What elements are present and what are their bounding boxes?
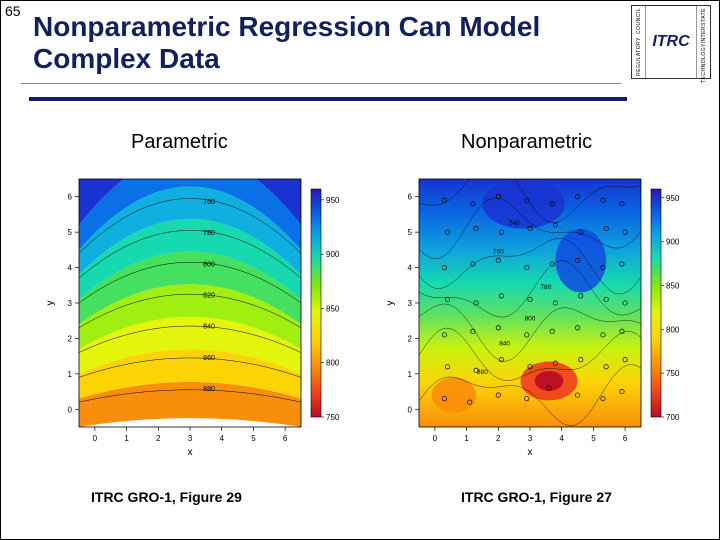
svg-text:2: 2 <box>408 334 413 343</box>
svg-text:880: 880 <box>203 386 215 393</box>
logo-right-labels: INTERSTATE TECHNOLOGY <box>696 6 710 78</box>
logo-main: ITRC <box>646 6 696 78</box>
svg-text:700: 700 <box>666 413 680 422</box>
svg-text:900: 900 <box>326 250 340 259</box>
svg-text:3: 3 <box>188 434 193 443</box>
svg-text:2: 2 <box>496 434 501 443</box>
svg-text:6: 6 <box>283 434 288 443</box>
svg-text:5: 5 <box>68 228 73 237</box>
svg-text:x: x <box>188 447 193 458</box>
svg-text:2: 2 <box>156 434 161 443</box>
logo-text: ITRC <box>652 33 689 51</box>
svg-text:1: 1 <box>124 434 129 443</box>
svg-text:4: 4 <box>408 264 413 273</box>
subtitle-parametric: Parametric <box>131 131 228 154</box>
title-rule-thick <box>29 97 627 101</box>
svg-text:780: 780 <box>203 230 215 237</box>
svg-text:780: 780 <box>540 284 551 291</box>
svg-text:800: 800 <box>326 359 340 368</box>
logo-left-labels: COUNCIL REGULATORY <box>632 6 646 78</box>
svg-text:840: 840 <box>499 341 510 348</box>
svg-text:0: 0 <box>68 405 73 414</box>
svg-text:x: x <box>528 447 533 458</box>
svg-text:840: 840 <box>203 324 215 331</box>
svg-text:860: 860 <box>203 355 215 362</box>
svg-text:0: 0 <box>93 434 98 443</box>
svg-text:y: y <box>385 301 396 306</box>
svg-text:4: 4 <box>559 434 564 443</box>
svg-text:1: 1 <box>464 434 469 443</box>
slide-number: 65 <box>5 3 21 19</box>
parametric-plot: 880 860 840 820 800 780 760 0 1 2 3 4 5 6 0 1 2 3 4 5 6 x y 750… <box>41 171 351 461</box>
svg-text:2: 2 <box>68 334 73 343</box>
caption-left: ITRC GRO-1, Figure 29 <box>91 489 242 505</box>
svg-text:3: 3 <box>408 299 413 308</box>
svg-text:4: 4 <box>68 264 73 273</box>
svg-text:760: 760 <box>493 248 504 255</box>
svg-text:5: 5 <box>408 228 413 237</box>
svg-text:3: 3 <box>528 434 533 443</box>
svg-text:880: 880 <box>477 369 488 376</box>
svg-text:y: y <box>45 301 56 306</box>
svg-text:800: 800 <box>666 325 680 334</box>
svg-text:850: 850 <box>326 304 340 313</box>
page-title: Nonparametric Regression Can Model Compl… <box>33 11 613 75</box>
svg-text:950: 950 <box>666 194 680 203</box>
svg-text:6: 6 <box>68 193 73 202</box>
svg-text:750: 750 <box>666 369 680 378</box>
svg-text:800: 800 <box>525 316 536 323</box>
svg-text:1: 1 <box>408 370 413 379</box>
nonparametric-plot: 880 840 800 780 760 740 0 1 2 3 4 5 6 0 1 2 3 4 5 6 x y 700 750… <box>381 171 691 461</box>
caption-right: ITRC GRO-1, Figure 27 <box>461 489 612 505</box>
svg-text:5: 5 <box>251 434 256 443</box>
svg-text:900: 900 <box>666 238 680 247</box>
svg-text:0: 0 <box>433 434 438 443</box>
svg-text:820: 820 <box>203 293 215 300</box>
subtitle-nonparametric: Nonparametric <box>461 131 592 154</box>
svg-text:4: 4 <box>219 434 224 443</box>
logo-label-technology: TECHNOLOGY <box>701 43 707 83</box>
svg-text:760: 760 <box>203 199 215 206</box>
svg-text:750: 750 <box>326 413 340 422</box>
svg-text:0: 0 <box>408 405 413 414</box>
svg-text:6: 6 <box>408 193 413 202</box>
svg-text:1: 1 <box>68 370 73 379</box>
svg-text:950: 950 <box>326 196 340 205</box>
svg-text:5: 5 <box>591 434 596 443</box>
logo-label-interstate: INTERSTATE <box>701 8 707 43</box>
logo-label-council: COUNCIL <box>636 8 642 34</box>
svg-text:800: 800 <box>203 261 215 268</box>
svg-text:740: 740 <box>509 220 520 227</box>
title-rule-thin <box>21 83 621 84</box>
svg-text:3: 3 <box>68 299 73 308</box>
logo-label-regulatory: REGULATORY <box>636 37 642 76</box>
svg-text:850: 850 <box>666 281 680 290</box>
svg-text:6: 6 <box>623 434 628 443</box>
itrc-logo: COUNCIL REGULATORY ITRC INTERSTATE TECHN… <box>631 5 711 79</box>
